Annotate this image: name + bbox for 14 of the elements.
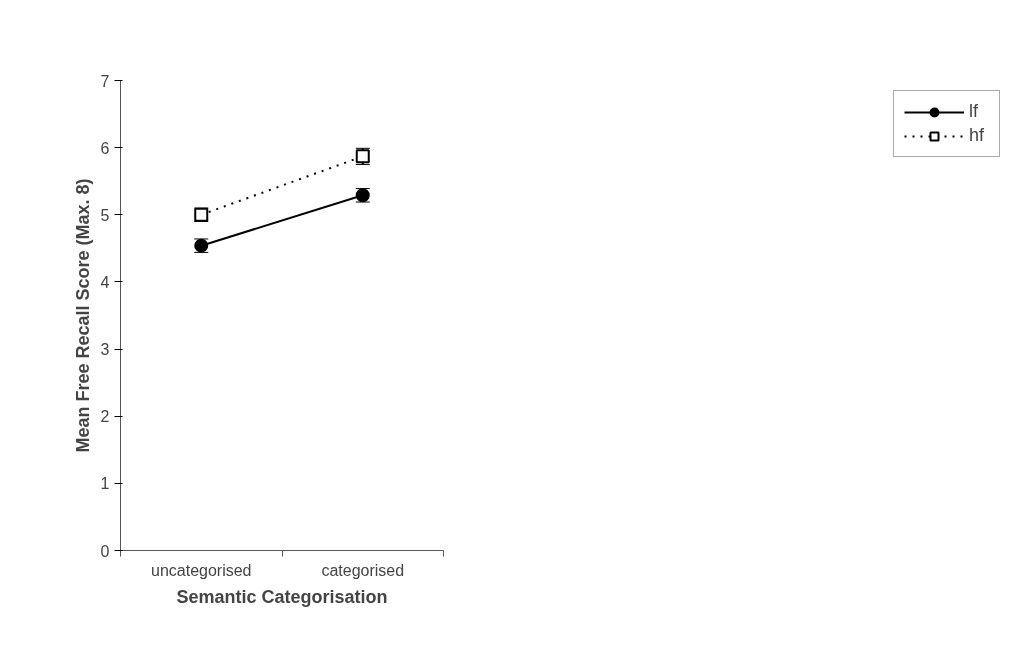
y-tick-label: 2	[100, 408, 110, 426]
y-tick-label: 7	[100, 72, 110, 90]
y-tick-label: 5	[100, 206, 110, 224]
y-tick-label: 1	[100, 475, 110, 493]
y-tick-label: 6	[100, 139, 110, 157]
x-tick-label: uncategorised	[150, 561, 252, 579]
legend-label: lf	[969, 101, 979, 122]
legend-label: hf	[969, 125, 985, 146]
y-tick-label: 0	[100, 542, 110, 560]
x-tick-label: categorised	[321, 561, 405, 579]
x-axis-title: Semantic Categorisation	[176, 586, 388, 607]
y-tick-label: 4	[100, 273, 110, 291]
y-tick-label: 3	[100, 341, 110, 359]
y-axis-title: Mean Free Recall Score (Max. 8)	[72, 178, 93, 453]
